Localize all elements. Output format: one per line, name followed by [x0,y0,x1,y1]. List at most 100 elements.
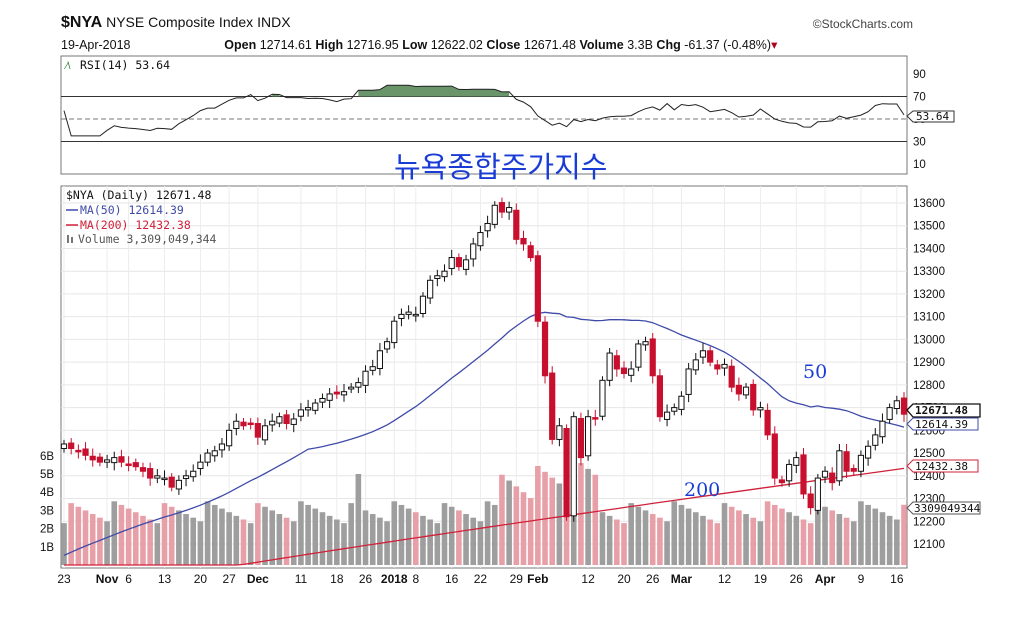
candle-body [563,428,570,518]
ma200-annotation: 200 [684,479,720,501]
down-arrow-icon: ▾ [771,38,778,52]
volume-bar [233,515,240,565]
volume-bar [764,501,771,565]
candle-body [211,450,218,457]
volume-bar [140,515,146,565]
volume-bar [456,510,462,565]
candle-body [556,425,563,440]
legend-ma50: MA(50) 12614.39 [80,203,184,217]
candle-body [226,429,233,447]
brand: ©StockCharts.com [812,17,913,31]
candle-body [175,479,182,490]
candle-body [118,456,125,463]
volume-bar [132,512,139,565]
volume-bar [226,512,232,565]
volume-bar [649,514,656,565]
price-tick-label: 12900 [913,357,945,369]
candle-body [269,420,276,426]
volume-bar [427,519,433,565]
x-tick-label: Mar [671,572,693,586]
candle-body [628,368,635,376]
price-tick-label: 12200 [913,516,945,528]
volume-bar [901,504,907,565]
candle-body [147,468,154,479]
volume-bar [240,519,247,565]
x-tick-label: 8 [412,572,419,586]
volume-tick-label: 3B [40,505,54,517]
volume-bar [369,514,376,565]
volume-bar [61,523,67,565]
volume-bar [513,486,520,565]
ma200-price-label: 12432.38 [915,460,968,473]
candle-body [376,350,383,369]
legend-price: $NYA (Daily) 12671.48 [66,188,211,202]
candle-body [527,245,534,259]
quote-line: 19-Apr-2018 Open 12714.61 High 12716.95 … [61,37,777,52]
volume-bar [721,503,728,565]
candle-body [383,341,391,350]
legend-ma200: MA(200) 12432.38 [80,218,191,232]
candle-body [656,375,663,418]
volume-bar [736,510,742,565]
x-tick-label: 20 [194,572,208,586]
volume-bar [362,510,369,565]
price-tick-label: 13100 [913,312,945,324]
candle-body [312,402,319,411]
volume-bar [621,523,627,565]
volume-bar [276,514,283,565]
volume-bar [477,521,484,565]
volume-bar [470,517,477,565]
volume-bar [463,514,469,565]
price-tick-label: 13500 [913,221,945,233]
volume-bar [786,512,792,565]
volume-bar [872,508,879,565]
volume-bar [219,508,225,565]
volume-bar [204,501,211,565]
price-tick-label: 12500 [913,448,945,460]
candle-body [412,313,419,317]
volume-bar [355,474,362,565]
candle-body [520,237,527,245]
volume-bar [520,492,527,565]
x-tick-label: 26 [359,572,373,586]
volume-bar [448,506,455,565]
volume-bar [183,514,189,565]
volume-bar [161,503,168,565]
volume-bar [549,477,556,565]
candle-body [89,455,96,461]
volume-bar [97,517,103,565]
volume-bar [685,508,692,565]
volume-bar [664,521,670,565]
volume-bar [190,517,197,565]
volume-bar [420,515,426,565]
volume-bar [68,503,74,565]
candle-body [620,367,628,375]
volume-bar [499,474,505,565]
volume-bar [125,508,132,565]
candle-body [692,359,699,371]
candle-body [807,493,814,509]
candle-body [398,313,405,319]
volume-badge: 3309049344 [906,501,981,515]
x-tick-label: 9 [858,572,865,586]
x-tick-label: 6 [125,572,132,586]
volume-bar [506,480,512,565]
candle-body [233,420,240,430]
volume-bar [707,519,713,565]
candle-body [240,421,247,427]
volume-bar [592,474,599,565]
volume-bar [570,495,577,565]
volume-bar [319,512,326,565]
candle-body [333,391,340,395]
volume-bar [678,504,685,565]
volume-bar [750,517,757,565]
candle-body [714,364,721,370]
candle-body [96,456,103,463]
price-tick-label: 13300 [913,266,945,278]
candle-body [814,477,821,511]
volume-bar [348,503,354,565]
x-tick-label: 27 [222,572,236,586]
candle-body [362,370,369,386]
ma50-price-label: 12614.39 [915,418,968,431]
rsi-line [63,84,905,137]
